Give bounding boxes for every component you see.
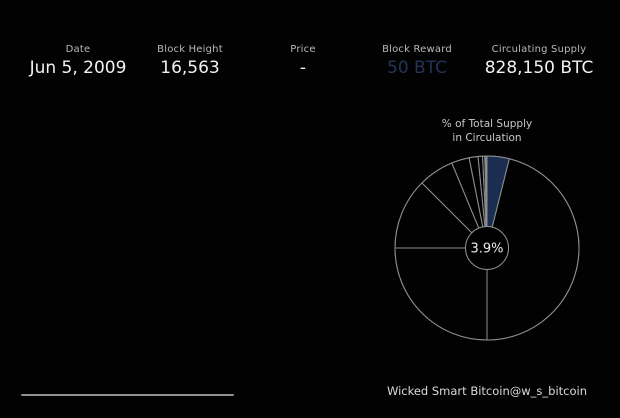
block-reward-value: 50 BTC <box>387 58 447 78</box>
stat-col-price: Price - <box>290 44 315 78</box>
pie-chart-title: % of Total Supply in Circulation <box>387 117 587 145</box>
stat-col-date: Date Jun 5, 2009 <box>30 44 127 78</box>
block-reward-label: Block Reward <box>382 44 452 55</box>
price-chart-x-axis <box>21 394 234 396</box>
pie-title-line2: in Circulation <box>452 132 522 144</box>
pie-donut-hole <box>465 226 509 270</box>
stat-col-block-height: Block Height 16,563 <box>157 44 223 78</box>
circulating-supply-value: 828,150 BTC <box>484 58 594 78</box>
circulating-supply-label: Circulating Supply <box>491 44 587 55</box>
block-height-label: Block Height <box>157 44 223 55</box>
attribution-text: Wicked Smart Bitcoin@w_s_bitcoin <box>386 384 588 398</box>
date-label: Date <box>65 44 91 55</box>
stat-col-block-reward: Block Reward 50 BTC <box>382 44 452 78</box>
block-height-value: 16,563 <box>160 58 220 78</box>
pie-title-line1: % of Total Supply <box>441 118 533 130</box>
pie-center-percentage: 3.9% <box>470 242 503 257</box>
price-label: Price <box>290 44 316 55</box>
supply-pie-chart: 3.9% <box>394 155 580 341</box>
pie-outer-rim <box>394 155 580 341</box>
stat-col-circulating-supply: Circulating Supply 828,150 BTC <box>485 44 594 78</box>
date-value: Jun 5, 2009 <box>29 58 127 78</box>
price-value: - <box>299 58 307 78</box>
